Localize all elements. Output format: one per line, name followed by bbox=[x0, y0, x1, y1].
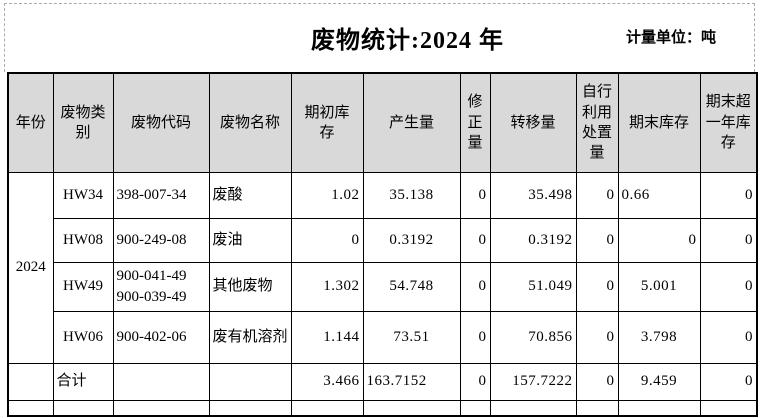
year-cell[interactable]: 2024 bbox=[7, 171, 54, 364]
name-cell[interactable]: 废油 bbox=[208, 217, 292, 263]
empty-cell[interactable] bbox=[699, 399, 758, 417]
clipped-empty-row bbox=[7, 399, 758, 417]
closing-over-year-cell[interactable]: 0 bbox=[699, 261, 758, 312]
report-title: 废物统计:2024 年 bbox=[311, 28, 504, 54]
empty-cell[interactable] bbox=[52, 399, 114, 417]
closing-stock-cell[interactable]: 0 bbox=[617, 217, 701, 263]
total-produced-cell[interactable]: 163.7152 bbox=[362, 362, 461, 401]
code-cell[interactable]: 398-007-34 bbox=[112, 171, 210, 219]
data-row-hw34: 2024 HW34 398-007-34 废酸 1.02 35.138 0 35… bbox=[7, 171, 758, 364]
empty-cell[interactable] bbox=[290, 399, 364, 417]
empty-cell[interactable] bbox=[208, 362, 292, 401]
col-header-name[interactable]: 废物名称 bbox=[208, 72, 292, 173]
self-disposal-cell[interactable]: 0 bbox=[575, 310, 619, 364]
col-header-category[interactable]: 废物类 别 bbox=[52, 72, 114, 173]
name-cell[interactable]: 废有机溶剂 bbox=[208, 310, 292, 364]
opening-stock-cell[interactable]: 1.02 bbox=[290, 171, 364, 219]
code-cell[interactable]: 900-249-08 bbox=[112, 217, 210, 263]
closing-over-year-cell[interactable]: 0 bbox=[699, 217, 758, 263]
category-cell[interactable]: HW34 bbox=[52, 171, 114, 219]
category-cell[interactable]: HW49 bbox=[52, 261, 114, 312]
unit-label: 计量单位：吨 bbox=[626, 30, 717, 46]
self-disposal-cell[interactable]: 0 bbox=[575, 217, 619, 263]
self-disposal-cell[interactable]: 0 bbox=[575, 171, 619, 219]
waste-stats-table: 年份 废物类 别 废物代码 废物名称 期初库 存 产生量 修 正 量 转移量 自… bbox=[7, 72, 758, 417]
code-cell[interactable]: 900-041-49 900-039-49 bbox=[112, 261, 210, 312]
header-row: 年份 废物类 别 废物代码 废物名称 期初库 存 产生量 修 正 量 转移量 自… bbox=[7, 72, 758, 173]
empty-cell[interactable] bbox=[112, 399, 210, 417]
transferred-cell[interactable]: 51.049 bbox=[489, 261, 577, 312]
col-header-transferred[interactable]: 转移量 bbox=[489, 72, 577, 173]
col-header-opening-stock[interactable]: 期初库 存 bbox=[290, 72, 364, 173]
produced-cell[interactable]: 73.51 bbox=[362, 310, 461, 364]
name-cell[interactable]: 其他废物 bbox=[208, 261, 292, 312]
name-cell[interactable]: 废酸 bbox=[208, 171, 292, 219]
data-row-hw06: HW06 900-402-06 废有机溶剂 1.144 73.51 0 70.8… bbox=[8, 310, 758, 364]
col-header-closing-stock[interactable]: 期末库存 bbox=[617, 72, 701, 173]
col-header-year[interactable]: 年份 bbox=[7, 72, 54, 173]
print-area-dashed-boundary bbox=[4, 3, 755, 72]
transferred-cell[interactable]: 35.498 bbox=[489, 171, 577, 219]
empty-cell[interactable] bbox=[617, 399, 701, 417]
total-self-disposal-cell[interactable]: 0 bbox=[575, 362, 619, 401]
correction-cell[interactable]: 0 bbox=[459, 261, 491, 312]
transferred-cell[interactable]: 0.3192 bbox=[489, 217, 577, 263]
data-row-hw08: HW08 900-249-08 废油 0 0.3192 0 0.3192 0 0… bbox=[8, 217, 758, 263]
col-header-produced[interactable]: 产生量 bbox=[362, 72, 461, 173]
closing-stock-cell[interactable]: 5.001 bbox=[617, 261, 701, 312]
empty-cell[interactable] bbox=[7, 399, 54, 417]
empty-cell[interactable] bbox=[459, 399, 491, 417]
closing-over-year-cell[interactable]: 0 bbox=[699, 171, 758, 219]
code-cell[interactable]: 900-402-06 bbox=[112, 310, 210, 364]
closing-over-year-cell[interactable]: 0 bbox=[699, 310, 758, 364]
empty-cell[interactable] bbox=[575, 399, 619, 417]
closing-stock-cell[interactable]: 0.66 bbox=[617, 171, 701, 219]
transferred-cell[interactable]: 70.856 bbox=[489, 310, 577, 364]
total-transferred-cell[interactable]: 157.7222 bbox=[489, 362, 577, 401]
col-header-code[interactable]: 废物代码 bbox=[112, 72, 210, 173]
empty-cell[interactable] bbox=[362, 399, 461, 417]
total-correction-cell[interactable]: 0 bbox=[459, 362, 491, 401]
opening-stock-cell[interactable]: 1.144 bbox=[290, 310, 364, 364]
data-row-hw49: HW49 900-041-49 900-039-49 其他废物 1.302 54… bbox=[8, 261, 758, 312]
produced-cell[interactable]: 35.138 bbox=[362, 171, 461, 219]
total-row: 合计 3.466 163.7152 0 157.7222 0 9.459 0 bbox=[7, 362, 758, 401]
empty-cell[interactable] bbox=[208, 399, 292, 417]
produced-cell[interactable]: 0.3192 bbox=[362, 217, 461, 263]
col-header-self-disposal[interactable]: 自行 利用 处置 量 bbox=[575, 72, 619, 173]
total-closing-stock-cell[interactable]: 9.459 bbox=[617, 362, 701, 401]
correction-cell[interactable]: 0 bbox=[459, 171, 491, 219]
produced-cell[interactable]: 54.748 bbox=[362, 261, 461, 312]
total-closing-over-year-cell[interactable]: 0 bbox=[699, 362, 758, 401]
opening-stock-cell[interactable]: 1.302 bbox=[290, 261, 364, 312]
category-cell[interactable]: HW06 bbox=[52, 310, 114, 364]
correction-cell[interactable]: 0 bbox=[459, 310, 491, 364]
col-header-closing-over-year[interactable]: 期末超 一年库 存 bbox=[699, 72, 758, 173]
total-label-cell[interactable]: 合计 bbox=[52, 362, 114, 401]
correction-cell[interactable]: 0 bbox=[459, 217, 491, 263]
empty-cell[interactable] bbox=[7, 362, 54, 401]
self-disposal-cell[interactable]: 0 bbox=[575, 261, 619, 312]
opening-stock-cell[interactable]: 0 bbox=[290, 217, 364, 263]
category-cell[interactable]: HW08 bbox=[52, 217, 114, 263]
empty-cell[interactable] bbox=[112, 362, 210, 401]
col-header-correction[interactable]: 修 正 量 bbox=[459, 72, 491, 173]
total-opening-stock-cell[interactable]: 3.466 bbox=[290, 362, 364, 401]
closing-stock-cell[interactable]: 3.798 bbox=[617, 310, 701, 364]
empty-cell[interactable] bbox=[489, 399, 577, 417]
